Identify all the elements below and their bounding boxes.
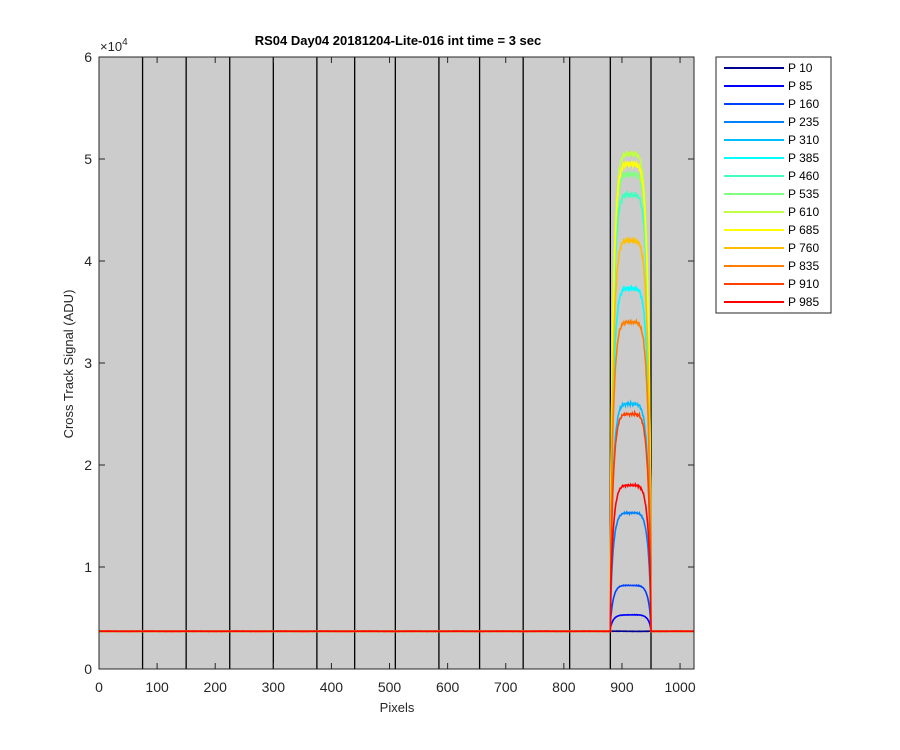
x-tick-label: 700 [494, 679, 518, 695]
x-tick-label: 0 [95, 679, 103, 695]
y-tick-label: 2 [84, 457, 92, 473]
series-line-p-985 [98, 482, 695, 633]
legend-label: P 685 [788, 223, 819, 237]
y-exponent-power: 4 [122, 37, 128, 48]
legend-label: P 460 [788, 169, 819, 183]
chart-title: RS04 Day04 20181204-Lite-016 int time = … [255, 33, 542, 48]
x-tick-label: 1000 [664, 679, 695, 695]
y-tick-label: 3 [84, 355, 92, 371]
legend-label: P 385 [788, 151, 819, 165]
x-tick-label: 800 [552, 679, 576, 695]
x-tick-label: 600 [436, 679, 460, 695]
legend-label: P 835 [788, 259, 819, 273]
legend: P 10 P 85 P 160 P 235 P 310 P 385 P 460 P 535 P … [715, 56, 832, 314]
x-tick-label: 900 [610, 679, 634, 695]
legend-label: P 985 [788, 295, 819, 309]
legend-label: P 610 [788, 205, 819, 219]
x-axis-label: Pixels [380, 700, 415, 715]
legend-label: P 85 [788, 79, 813, 93]
x-tick-label: 400 [320, 679, 344, 695]
plot-background [99, 57, 694, 669]
legend-label: P 160 [788, 97, 819, 111]
series-layer [98, 149, 695, 633]
y-tick-label: 4 [84, 253, 92, 269]
y-tick-label: 5 [84, 151, 92, 167]
x-tick-label: 200 [204, 679, 228, 695]
legend-label: P 910 [788, 277, 819, 291]
legend-label: P 535 [788, 187, 819, 201]
y-axis-label: Cross Track Signal (ADU) [61, 290, 76, 439]
y-exponent-base: ×10 [100, 39, 122, 54]
x-tick-label: 300 [262, 679, 286, 695]
y-exponent-label: ×104 [100, 37, 128, 54]
x-tick-label: 500 [378, 679, 402, 695]
legend-label: P 235 [788, 115, 819, 129]
x-tick-label: 100 [145, 679, 169, 695]
legend-label: P 760 [788, 241, 819, 255]
plot-area [99, 57, 694, 669]
y-tick-label: 0 [84, 661, 92, 677]
y-tick-label: 1 [84, 559, 92, 575]
legend-box [715, 56, 832, 314]
axes-layer: 0 100 200 300 400 500 600 700 800 900 1000 0 1 2 3 4 5 6 [84, 49, 696, 695]
legend-label: P 10 [788, 61, 813, 75]
legend-label: P 310 [788, 133, 819, 147]
y-tick-label: 6 [84, 49, 92, 65]
